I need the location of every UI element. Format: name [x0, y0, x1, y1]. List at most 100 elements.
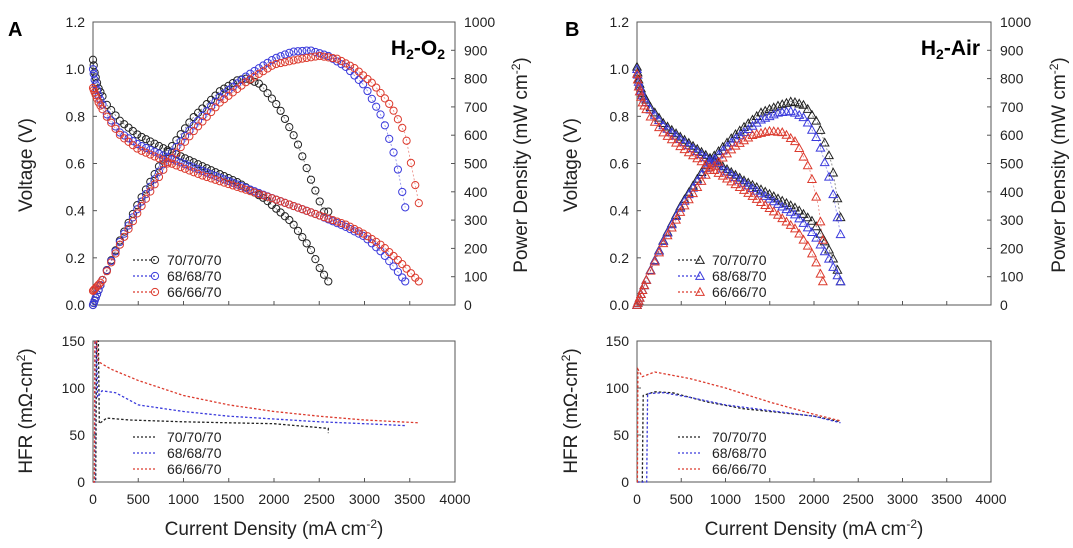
voltage-point: [167, 159, 177, 168]
voltage-point: [102, 110, 111, 119]
voltage-point: [324, 214, 333, 223]
panel-b-hfr-series: [636, 366, 841, 483]
power-point: [185, 126, 194, 135]
power-point: [311, 52, 320, 61]
voltage-point: [743, 187, 754, 197]
x-tick-label: 2000: [258, 491, 289, 507]
voltage-point: [98, 105, 107, 114]
voltage-point: [823, 253, 835, 263]
power-point: [111, 247, 120, 256]
voltage-point: [133, 139, 142, 149]
voltage-point: [802, 222, 813, 232]
power-point: [337, 56, 346, 66]
power-point: [133, 209, 142, 218]
power-point: [398, 123, 407, 132]
panel-b-x-ticks: 0 500 1000 1500 2000 2500 3000 3500 4000: [633, 478, 1007, 507]
power-point: [120, 229, 129, 238]
panel-b-hfr-ticks: 0 50 100 150: [606, 333, 641, 490]
power-point: [679, 195, 690, 205]
voltage-point: [828, 261, 839, 271]
voltage-point: [811, 232, 822, 242]
voltage-point: [658, 127, 669, 137]
x-tick-label: 2000: [798, 491, 829, 507]
x-tick-label: 2500: [304, 491, 335, 507]
voltage-point: [302, 239, 311, 248]
voltage-point: [193, 165, 203, 174]
voltage-point: [137, 141, 146, 151]
power-point: [189, 126, 198, 136]
panel-a-top: A H2-O2 Voltage (V) Power Density (mW cm…: [8, 14, 532, 313]
voltage-point: [180, 154, 190, 163]
y-tick-label: 1000: [464, 14, 495, 30]
voltage-point: [328, 215, 337, 225]
power-point: [293, 47, 303, 56]
series-68/68/70: [88, 46, 410, 310]
power-point: [367, 78, 376, 87]
power-point: [280, 114, 290, 124]
power-point: [781, 97, 792, 107]
power-point: [363, 74, 372, 84]
voltage-point: [704, 162, 716, 172]
power-curve: [636, 100, 841, 306]
power-point: [141, 190, 151, 199]
power-point: [798, 99, 809, 109]
power-point: [263, 58, 272, 67]
power-point: [211, 97, 220, 106]
legend-label: 66/66/70: [712, 284, 767, 300]
voltage-point: [802, 212, 813, 222]
voltage-point: [189, 168, 198, 177]
voltage-point: [819, 246, 830, 256]
power-point: [311, 186, 320, 195]
power-point: [141, 194, 151, 203]
power-point: [306, 175, 316, 184]
power-point: [666, 222, 677, 232]
legend-label: 66/66/70: [712, 461, 767, 477]
y-tick-label: 400: [1000, 184, 1024, 200]
power-point: [315, 51, 324, 61]
voltage-point: [298, 233, 307, 242]
y-tick-label: 100: [62, 380, 86, 396]
voltage-point: [198, 171, 207, 180]
voltage-point: [198, 162, 207, 171]
power-point: [670, 214, 682, 224]
y-tick-label: 0.2: [66, 250, 86, 266]
power-point: [215, 87, 224, 96]
hfr-line-66/66/70: [93, 340, 419, 483]
voltage-point: [311, 209, 320, 219]
power-point: [276, 58, 285, 68]
power-point: [828, 189, 839, 199]
panel-a-hfr: HFR (mΩ-cm2) Current Density (mA cm-2) 0…: [14, 333, 471, 540]
voltage-curve: [636, 73, 824, 282]
power-point: [402, 136, 411, 145]
y-tick-label: 0.4: [66, 203, 86, 219]
x-tick-label: 0: [633, 491, 641, 507]
y-tick-label: 0: [464, 297, 472, 313]
power-point: [220, 84, 229, 93]
power-point: [641, 274, 652, 284]
legend-label: 70/70/70: [712, 252, 767, 268]
voltage-point: [764, 193, 775, 203]
voltage-point: [202, 172, 211, 182]
voltage-point: [293, 203, 303, 212]
voltage-point: [141, 143, 151, 153]
power-point: [806, 124, 818, 134]
x-tick-label: 3000: [349, 491, 380, 507]
voltage-point: [319, 270, 329, 279]
voltage-point: [687, 150, 699, 160]
power-point: [781, 129, 792, 139]
voltage-point: [306, 245, 316, 255]
voltage-point: [337, 218, 346, 228]
power-point: [802, 117, 813, 127]
power-point: [193, 122, 203, 131]
power-point: [167, 153, 177, 163]
voltage-point: [670, 137, 682, 147]
power-point: [163, 159, 172, 168]
power-point: [393, 165, 402, 174]
y-tick-label: 1.2: [610, 14, 630, 30]
panel-b-label: B: [565, 19, 579, 41]
power-point: [293, 140, 303, 149]
y-tick-label: 150: [606, 333, 630, 349]
panel-a-power-ticks: 0 100 200 300 400 500 600 700 800 900 1000: [451, 14, 495, 313]
x-tick-label: 1000: [710, 491, 741, 507]
voltage-point: [172, 156, 181, 165]
